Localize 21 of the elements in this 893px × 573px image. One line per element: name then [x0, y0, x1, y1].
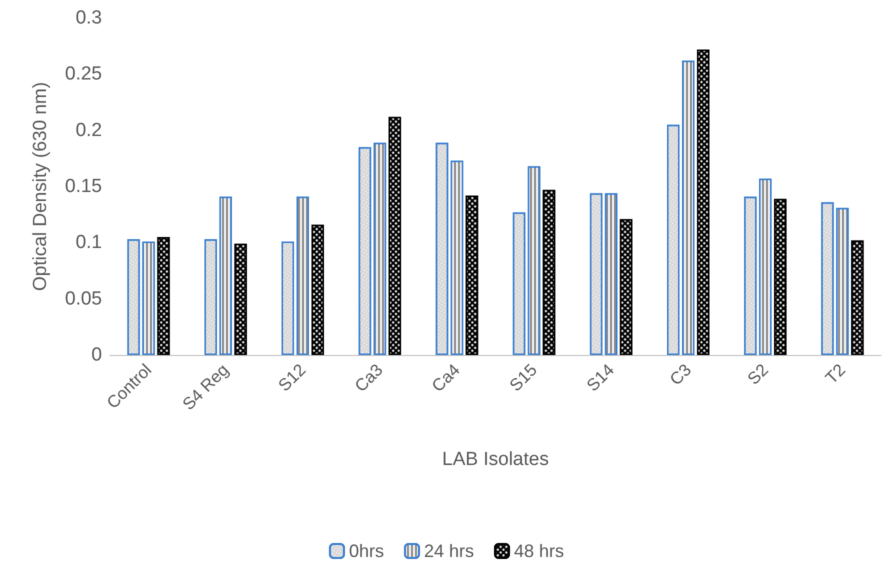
x-tick-label: S2 — [744, 360, 772, 388]
x-tick-label: S12 — [274, 360, 310, 396]
y-tick-label: 0.1 — [76, 232, 102, 254]
x-tick-label: T2 — [822, 360, 850, 388]
x-tick-label: S15 — [506, 360, 541, 396]
x-tick-label: S14 — [583, 360, 618, 396]
x-tick-label: S4 Reg — [178, 360, 232, 414]
x-tick-label: C3 — [666, 360, 695, 390]
x-tick-label: Ca4 — [428, 360, 464, 396]
y-tick-label: 0.3 — [76, 8, 102, 28]
legend-label: 48 hrs — [514, 541, 564, 561]
legend-label: 24 hrs — [424, 541, 474, 561]
x-axis-title: LAB Isolates — [442, 449, 549, 470]
y-tick-label: 0 — [91, 344, 102, 366]
x-tick-label: Ca3 — [351, 360, 387, 396]
y-tick-label: 0.15 — [65, 176, 102, 197]
legend-label: 0hrs — [348, 541, 384, 561]
y-tick-label: 0.2 — [76, 120, 102, 141]
y-axis-title: Optical Density (630 nm) — [30, 82, 51, 292]
y-tick-label: 0.25 — [65, 64, 102, 85]
y-tick-label: 0.05 — [65, 288, 102, 310]
